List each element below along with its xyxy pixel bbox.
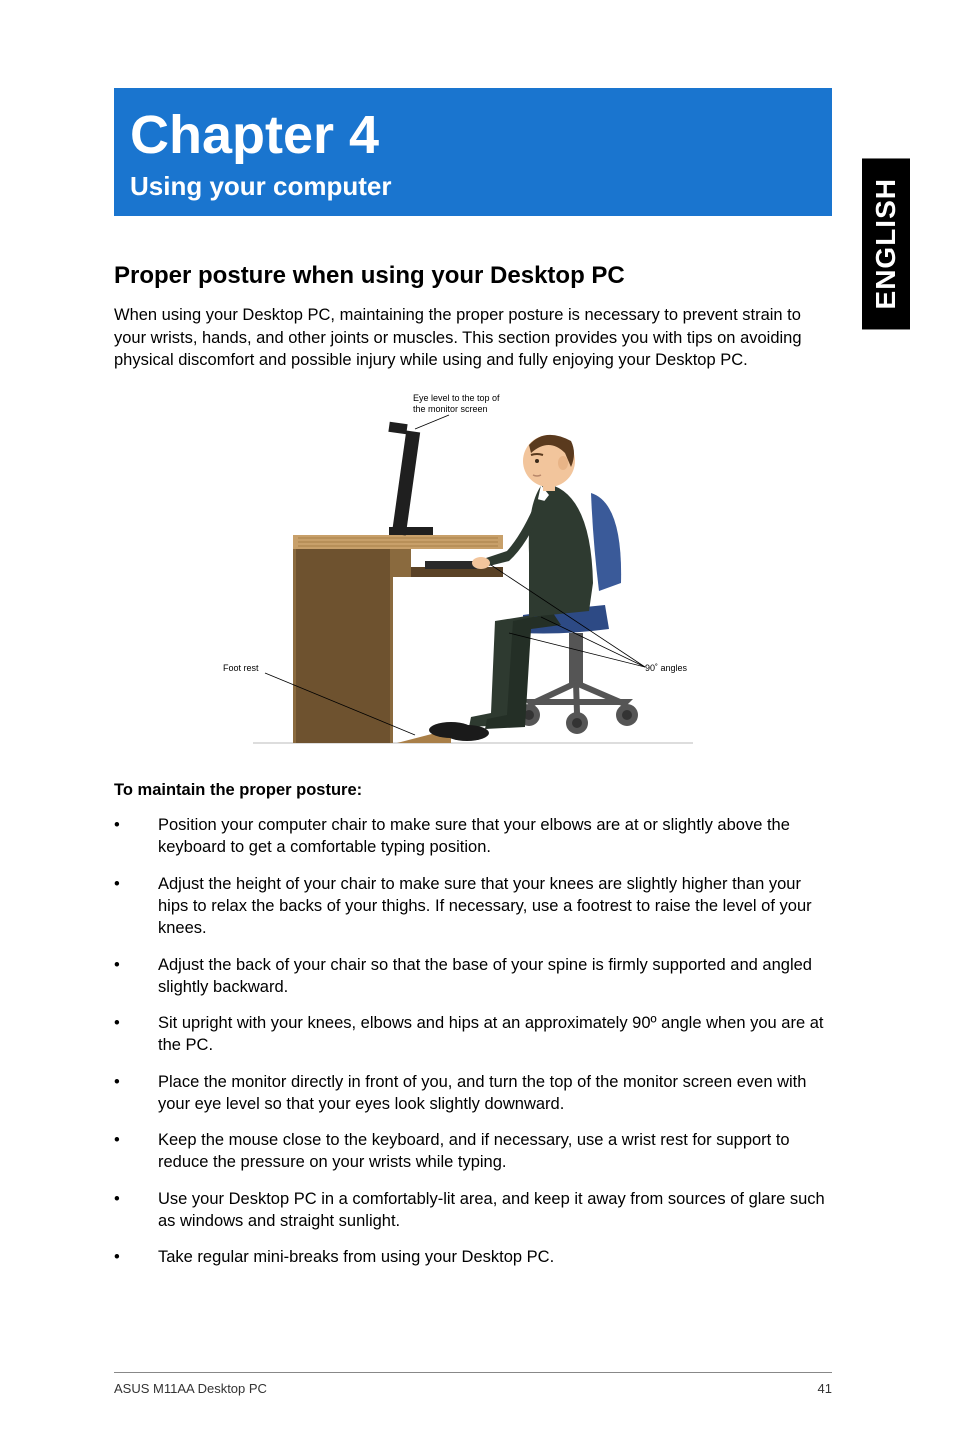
tips-list: •Position your computer chair to make su…: [114, 814, 832, 1268]
chapter-banner: Chapter 4 Using your computer: [114, 88, 832, 216]
list-item: •Take regular mini-breaks from using you…: [114, 1246, 832, 1268]
section-heading: Proper posture when using your Desktop P…: [114, 262, 894, 290]
label-eye-level-2: the monitor screen: [413, 404, 488, 414]
section-intro: When using your Desktop PC, maintaining …: [114, 304, 832, 371]
person-icon: [429, 435, 593, 741]
tips-heading: To maintain the proper posture:: [114, 781, 894, 800]
chapter-subtitle: Using your computer: [130, 171, 816, 202]
label-foot-rest: Foot rest: [223, 663, 259, 673]
chapter-number: Chapter 4: [130, 106, 816, 165]
label-eye-level: Eye level to the top of: [413, 393, 500, 403]
list-item: •Adjust the back of your chair so that t…: [114, 954, 832, 999]
list-item: •Adjust the height of your chair to make…: [114, 873, 832, 940]
footer-product: ASUS M11AA Desktop PC: [114, 1381, 267, 1396]
list-item: •Keep the mouse close to the keyboard, a…: [114, 1129, 832, 1174]
page-number: 41: [818, 1381, 832, 1396]
posture-figure: Eye level to the top of the monitor scre…: [114, 383, 832, 763]
page-footer: ASUS M11AA Desktop PC 41: [114, 1372, 832, 1396]
list-item: •Sit upright with your knees, elbows and…: [114, 1012, 832, 1057]
list-item: •Use your Desktop PC in a comfortably-li…: [114, 1188, 832, 1233]
list-item: •Place the monitor directly in front of …: [114, 1071, 832, 1116]
label-angles: 90˚ angles: [645, 663, 688, 673]
monitor-icon: [388, 422, 433, 536]
list-item: •Position your computer chair to make su…: [114, 814, 832, 859]
